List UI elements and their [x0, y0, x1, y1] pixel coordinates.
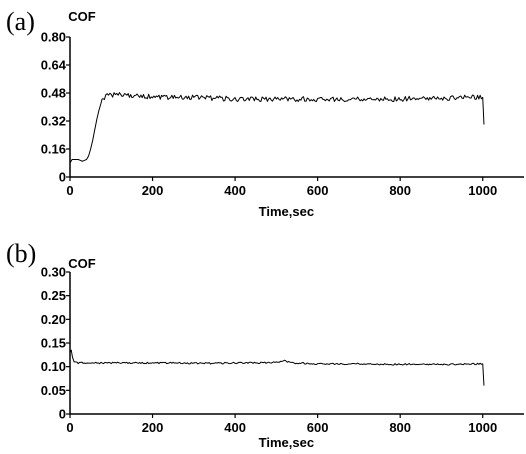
chart-panel-1: (a) COF 0 0.16 0.32 0.48 0.64 0.80 0 200 400 600 800… [6, 7, 524, 219]
x-tick-label: 400 [224, 183, 246, 198]
x-tick-label: 200 [142, 420, 164, 435]
x-tick-label: 0 [66, 183, 73, 198]
y-tick-label: 0.15 [41, 336, 66, 351]
y-tick-label: 0.32 [41, 114, 66, 129]
series-line-1 [69, 92, 485, 164]
y-tick-label: 0.64 [41, 58, 67, 73]
y-tick-label: 0.80 [41, 30, 66, 45]
y-tick-label: 0.16 [41, 142, 66, 157]
y-tick-label: 0 [59, 407, 66, 422]
x-axis-title: Time,sec [259, 435, 314, 450]
x-tick-label: 800 [389, 183, 411, 198]
y-tick-label: 0.25 [41, 288, 66, 303]
y-tick-label: 0.48 [41, 86, 66, 101]
x-tick-label: 1000 [468, 183, 497, 198]
x-tick-label: 400 [224, 420, 246, 435]
y-tick-label: 0 [59, 170, 66, 185]
y-tick-label: 0.30 [41, 265, 66, 280]
y-tick-label: 0.05 [41, 383, 66, 398]
x-tick-label: 200 [142, 183, 164, 198]
chart-panel-2: (b) COF 0 0.05 0.10 0.15 0.20 0.25 0.30 0 200 400 60… [6, 239, 524, 450]
y-axis-title: COF [68, 9, 96, 24]
x-tick-label: 800 [389, 420, 411, 435]
y-axis-title: COF [68, 256, 96, 271]
x-axis-title: Time,sec [259, 204, 314, 219]
panel-label: (b) [6, 239, 36, 268]
x-tick-label: 600 [307, 420, 329, 435]
series-line-1 [69, 349, 485, 386]
panel-label: (a) [6, 7, 35, 36]
y-tick-label: 0.10 [41, 359, 66, 374]
x-tick-label: 0 [66, 420, 73, 435]
x-tick-label: 1000 [468, 420, 497, 435]
y-tick-label: 0.20 [41, 312, 66, 327]
x-tick-label: 600 [307, 183, 329, 198]
